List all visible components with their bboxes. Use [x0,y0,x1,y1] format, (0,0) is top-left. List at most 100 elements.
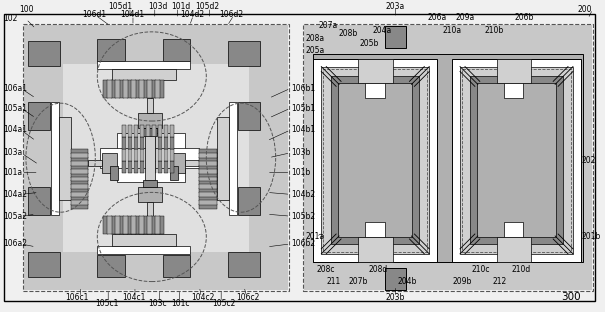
Bar [164,149,168,161]
Bar [200,200,217,205]
Bar [24,25,287,290]
Text: 204a: 204a [373,26,392,35]
Bar [111,216,116,234]
Bar [71,173,88,178]
Bar [147,216,152,234]
Bar [88,160,102,166]
Bar [71,181,88,185]
Bar [152,161,155,173]
Text: 106a2: 106a2 [3,239,27,248]
Bar [71,161,88,166]
Bar [138,188,162,202]
Bar [131,216,136,234]
Bar [122,161,126,173]
Text: 105b2: 105b2 [292,212,316,221]
Text: 208c: 208c [316,265,335,274]
Bar [200,168,217,173]
Text: 101a: 101a [3,168,22,177]
Bar [143,128,157,136]
Bar [365,222,385,237]
Bar [103,216,108,234]
Text: 300: 300 [561,292,581,302]
Bar [164,137,168,149]
Bar [135,80,140,98]
Text: 106d1: 106d1 [82,9,106,18]
Text: 211: 211 [326,277,341,286]
Text: 212: 212 [492,277,507,286]
Bar [452,59,581,262]
Bar [159,80,164,98]
Bar [115,80,120,98]
Bar [164,161,168,173]
Text: 106d2: 106d2 [219,9,243,18]
Text: 207a: 207a [318,22,338,30]
Bar [128,161,132,173]
Bar [107,216,112,234]
Bar [200,173,217,178]
Bar [200,149,217,154]
Bar [127,216,132,234]
Bar [107,80,112,98]
Text: 104b2: 104b2 [292,190,316,199]
Bar [152,125,155,137]
Bar [71,196,88,201]
Bar [134,161,138,173]
Bar [171,153,186,173]
Text: 200: 200 [578,5,592,13]
Bar [127,80,132,98]
Bar [200,204,217,209]
Bar [200,153,217,158]
Bar [140,149,144,161]
Bar [358,237,393,262]
Text: 210c: 210c [472,265,491,274]
Text: 103c: 103c [148,299,166,308]
Bar [71,184,88,189]
Bar [158,125,162,137]
Bar [28,102,50,130]
Bar [140,137,144,149]
Bar [97,246,191,254]
Bar [503,222,523,237]
Bar [338,83,413,237]
Bar [138,113,162,128]
Bar [155,216,160,234]
Bar [151,80,155,98]
Text: 209b: 209b [452,277,471,286]
Bar [122,149,126,161]
Bar [71,149,88,154]
Bar [100,148,200,168]
Text: 106a1: 106a1 [3,84,27,93]
Bar [147,98,153,113]
Bar [200,193,217,197]
Bar [385,268,407,290]
Bar [158,149,162,161]
Bar [365,83,385,98]
Bar [143,80,148,98]
Bar [119,216,124,234]
Bar [304,25,592,290]
Text: 210a: 210a [442,26,461,35]
Text: 105c2: 105c2 [212,299,235,308]
Bar [146,149,150,161]
Text: 102: 102 [3,14,18,23]
Bar [71,157,88,162]
Bar [186,160,200,166]
Bar [228,41,260,66]
Bar [152,149,155,161]
Bar [112,69,175,80]
Text: 106c2: 106c2 [236,293,260,302]
Bar [200,184,217,189]
Text: 203a: 203a [385,2,405,11]
Bar [103,80,108,98]
Bar [71,200,88,205]
Bar [123,216,128,234]
Bar [158,137,162,149]
Text: 204b: 204b [397,277,417,286]
Text: 201a: 201a [306,232,324,241]
Bar [159,216,164,234]
Bar [134,137,138,149]
Bar [97,61,191,69]
Bar [169,149,174,161]
Bar [151,216,155,234]
Bar [139,216,144,234]
